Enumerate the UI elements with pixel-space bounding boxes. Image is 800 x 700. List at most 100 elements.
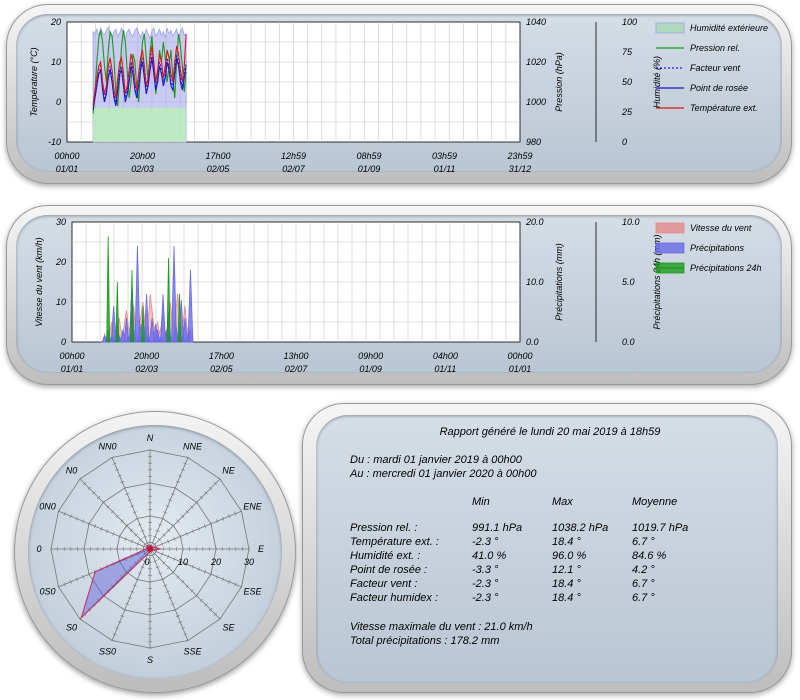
rose-direction-label: ESE [244, 586, 263, 596]
report-max-wind: Vitesse maximale du vent : 21.0 km/h [350, 621, 533, 633]
legend-label: Point de rosée [690, 83, 748, 93]
rose-tick [162, 533, 166, 537]
rose-tick [153, 560, 158, 563]
report-row-value: 12.1 ° [552, 564, 581, 576]
rose-tick [122, 486, 127, 490]
rose-spoke [111, 457, 151, 550]
legend-swatch [655, 22, 685, 34]
rose-tick [101, 500, 105, 504]
rose-tick [106, 529, 109, 534]
report-title: Rapport généré le lundi 20 mai 2019 à 18… [439, 426, 661, 438]
rose-tick [136, 541, 139, 546]
rose-tick [176, 519, 180, 523]
rose-tick [222, 577, 225, 582]
rose-tick [173, 536, 176, 541]
rose-radial-tick: 20 [210, 557, 221, 567]
rose-tick [142, 560, 147, 563]
rose-tick [135, 517, 140, 520]
rose-tick [228, 579, 231, 584]
x-tick-label: 17h00 [205, 151, 230, 161]
rose-tick [209, 572, 213, 577]
series-pr-cipitations-24h [115, 281, 120, 343]
legend-swatch [655, 222, 685, 234]
y-left-tick: 0 [56, 97, 61, 107]
rose-tick [162, 561, 166, 565]
y-right2-tick: 5.0 [622, 277, 635, 287]
rose-tick [195, 500, 199, 504]
rose-tick [204, 603, 208, 607]
rose-radial-tick: 0 [144, 557, 149, 567]
rose-spoke [149, 548, 189, 641]
report-row-value: -2.3 ° [472, 578, 499, 590]
series-pression-rel- [92, 29, 187, 115]
x-tick-label: 13h00 [283, 351, 308, 361]
series-pr-cipitations-24h [130, 269, 134, 343]
rose-direction-label: ENE [243, 502, 263, 512]
rose-tick [216, 574, 219, 579]
rose-tick [97, 496, 101, 500]
rose-tick [181, 580, 185, 584]
report-row-label: Facteur humidex : [350, 592, 439, 604]
rose-tick [142, 535, 147, 538]
report-panel [316, 415, 778, 683]
rose-tick [168, 596, 173, 599]
rose-tick [101, 594, 105, 598]
rose-tick [63, 511, 66, 516]
report: Rapport généré le lundi 20 mai 2019 à 18… [322, 418, 778, 680]
rose-tick [115, 627, 120, 630]
rose-tick [117, 474, 122, 477]
rose-direction-label: NE [222, 466, 235, 476]
rose-spoke [111, 548, 151, 641]
rose-tick [203, 524, 206, 529]
y-left-label: Vitesse du vent (km/h) [34, 237, 44, 326]
y-right2-tick: 0.0 [622, 337, 635, 347]
report-to: Au : mercredi 01 janvier 2020 à 00h00 [350, 468, 537, 480]
rose-tick [118, 534, 121, 539]
rose-tick [199, 496, 203, 500]
rose-tick [157, 538, 161, 542]
rose-spoke [149, 548, 242, 588]
rose-tick [178, 474, 183, 477]
rose-tick [185, 584, 189, 588]
rose-spoke [149, 548, 221, 620]
rose-tick [181, 514, 185, 518]
x-tick-label: 02/07 [285, 364, 309, 374]
legend-label: Précipitations 24h [690, 263, 762, 273]
y-right2-tick: 25 [621, 107, 633, 117]
rose-tick [134, 533, 138, 537]
y-right1-tick: 20.0 [525, 217, 544, 227]
rose-tick [228, 514, 231, 519]
report-from: Du : mardi 01 janvier 2019 à 00h00 [350, 454, 522, 466]
rose-tick [180, 468, 185, 471]
legend-label: Facteur vent [690, 63, 741, 73]
rose-spoke [149, 510, 242, 550]
legend-label: Humidité extérieure [690, 23, 768, 33]
x-tick-label: 01/01 [61, 364, 84, 374]
rose-tick [120, 480, 125, 483]
rose-tick [191, 529, 194, 534]
x-tick-label: 01/11 [434, 164, 456, 174]
y-left-label: Température (°C) [29, 47, 39, 116]
x-tick-label: 17h00 [209, 351, 234, 361]
y-right1-label: Pression (hPa) [554, 52, 564, 112]
rose-tick [125, 602, 130, 605]
rose-tick [197, 567, 200, 572]
rose-tick [157, 556, 161, 560]
rose-radial-tick: 10 [178, 557, 188, 567]
rose-tick [140, 529, 145, 532]
rose-tick [180, 627, 185, 630]
rose-tick [115, 468, 120, 471]
rose-tick [171, 570, 175, 574]
rose-tick [122, 608, 127, 612]
rose-tick [185, 510, 189, 514]
legend-label: Précipitations [690, 243, 745, 253]
rose-tick [75, 516, 78, 521]
rose-tick [209, 608, 213, 612]
rose-tick [110, 456, 115, 459]
y-left-tick: 0 [61, 337, 66, 347]
rose-tick [165, 590, 170, 593]
x-tick-label: 01/01 [509, 364, 532, 374]
rose-tick [167, 566, 171, 570]
report-row-value: 18.4 ° [552, 592, 581, 604]
rose-tick [135, 578, 140, 581]
